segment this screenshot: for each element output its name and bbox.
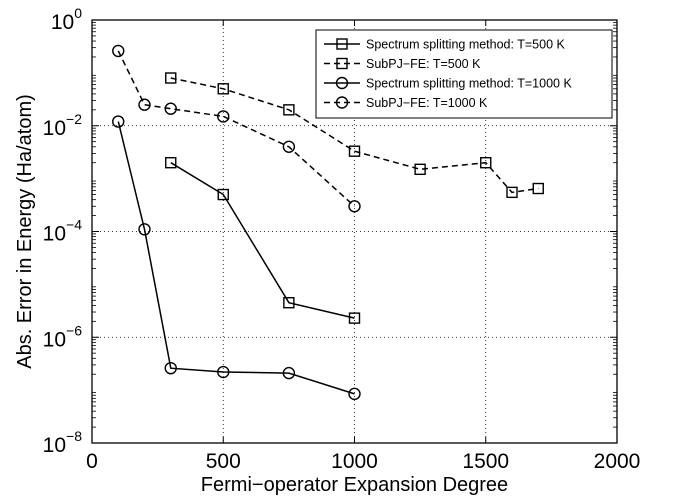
series-4 xyxy=(112,44,361,213)
series-line xyxy=(170,162,355,319)
series-3 xyxy=(112,115,361,401)
legend-entry: SubPJ−FE: T=500 K xyxy=(366,57,481,71)
data-point xyxy=(283,104,295,116)
series-line xyxy=(170,77,539,194)
legend-marker xyxy=(336,57,348,70)
data-point xyxy=(112,115,125,128)
data-point xyxy=(506,186,518,199)
data-point xyxy=(348,200,361,213)
data-point xyxy=(282,366,296,380)
legend-entry: Spectrum splitting method: T=500 K xyxy=(366,38,565,52)
legend-entry: SubPJ−FE: T=1000 K xyxy=(366,96,488,110)
data-point xyxy=(283,297,295,309)
legend-box xyxy=(315,29,613,119)
data-point xyxy=(164,361,177,375)
data-point xyxy=(348,145,361,157)
legend: Spectrum splitting method: T=500 K SubPJ−… xyxy=(315,29,613,119)
data-point xyxy=(217,188,229,201)
x-tick-labels: 0 500 1000 1500 2000 xyxy=(86,450,640,473)
y-tick-label: 10−8 xyxy=(43,428,83,457)
data-point xyxy=(480,157,492,169)
data-point xyxy=(532,182,544,195)
data-point xyxy=(138,223,151,236)
y-tick-label: 10−6 xyxy=(43,322,83,351)
x-tick-label: 500 xyxy=(206,450,241,473)
data-point xyxy=(282,140,296,153)
x-tick-label: 2000 xyxy=(594,450,641,473)
data-point xyxy=(165,72,177,84)
x-tick-label: 1500 xyxy=(462,450,509,473)
data-point xyxy=(217,83,229,95)
data-point xyxy=(165,157,177,169)
legend-marker xyxy=(335,76,349,90)
data-point xyxy=(414,163,426,176)
data-point xyxy=(217,110,230,123)
series-2 xyxy=(165,72,544,199)
series-line xyxy=(117,50,356,207)
data-point xyxy=(138,98,151,111)
x-axis-label: Fermi−operator Expansion Degree xyxy=(201,474,508,496)
series-1 xyxy=(165,157,361,324)
series-line xyxy=(117,121,355,395)
y-tick-label: 10−2 xyxy=(43,111,83,140)
legend-marker xyxy=(336,38,348,50)
y-tick-labels: 100 10−2 10−4 10−6 10−8 xyxy=(43,5,83,457)
data-series xyxy=(112,44,544,401)
legend-entry: Spectrum splitting method: T=1000 K xyxy=(366,77,572,91)
y-axis-label: Abs. Error in Energy (Ha/atom) xyxy=(14,94,36,369)
x-tick-label: 0 xyxy=(86,450,98,473)
x-tick-label: 1000 xyxy=(331,450,378,473)
data-point xyxy=(112,44,125,58)
data-point xyxy=(217,365,230,379)
data-point xyxy=(348,387,361,401)
legend-marker xyxy=(335,96,349,109)
y-tick-label: 100 xyxy=(51,5,82,34)
y-tick-label: 10−4 xyxy=(43,217,83,246)
data-point xyxy=(164,102,177,115)
data-point xyxy=(348,312,361,324)
axis-ticks xyxy=(91,19,618,444)
